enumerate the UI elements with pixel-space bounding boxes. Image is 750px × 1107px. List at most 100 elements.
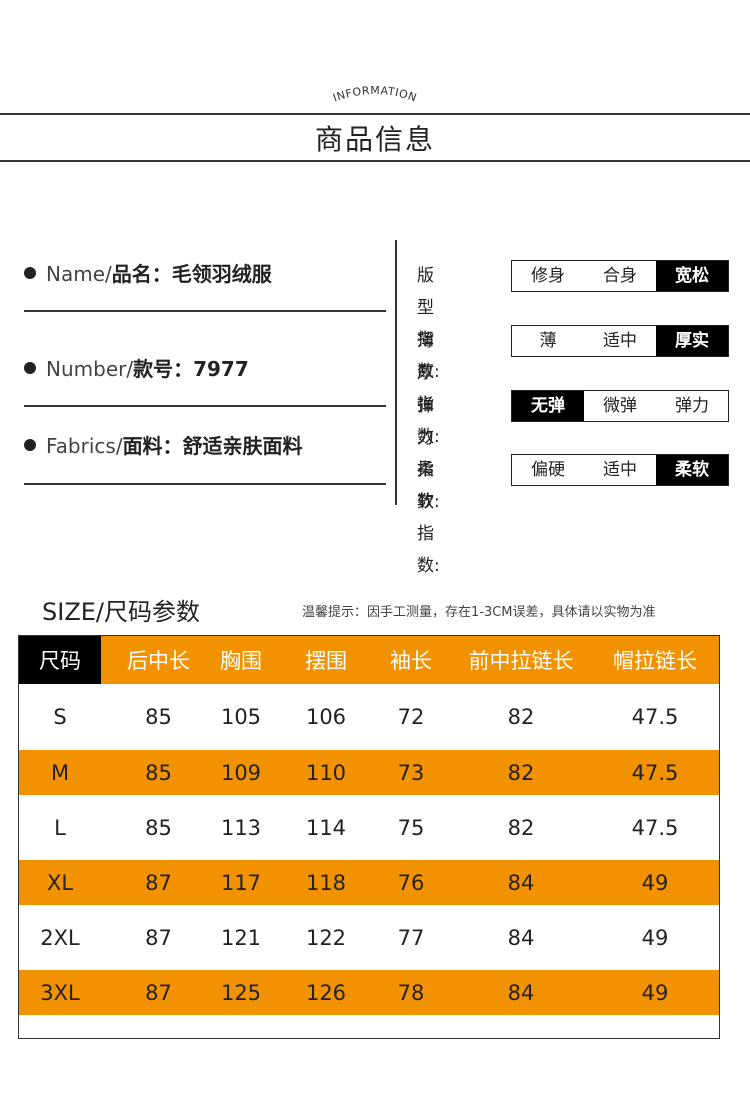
info-number-value: 7977 bbox=[193, 357, 249, 381]
info-name-label: 品名： bbox=[111, 262, 172, 286]
measurement-cell: 87 bbox=[145, 980, 172, 1005]
header-cell-size: 尺码 bbox=[19, 636, 101, 684]
measurement-cell: 106 bbox=[305, 705, 347, 729]
measurement-cell: 109 bbox=[220, 760, 262, 785]
size-label-cell: XL bbox=[46, 870, 74, 895]
index-option: 柔软 bbox=[656, 455, 728, 485]
info-fabrics-value: 舒适亲肤面料 bbox=[182, 434, 303, 458]
index-label: 柔软指数: bbox=[417, 460, 440, 576]
measurement-cell: 85 bbox=[145, 760, 172, 785]
table-row: 3XL 87 125 126 78 84 49 bbox=[19, 970, 719, 1015]
measurement-cell: 84 bbox=[507, 870, 535, 895]
measurement-cell: 49 bbox=[641, 870, 669, 895]
index-scale: 修身 合身 宽松 bbox=[511, 260, 729, 292]
measurement-cell: 82 bbox=[507, 760, 535, 785]
index-scale: 薄 适中 厚实 bbox=[511, 325, 729, 357]
index-label: 薄厚指数: bbox=[417, 331, 440, 447]
svg-text:INFORMATION: INFORMATION bbox=[331, 84, 419, 105]
index-option: 无弹 bbox=[512, 391, 584, 421]
index-scale: 偏硬 适中 柔软 bbox=[511, 454, 729, 486]
measurement-cell: 126 bbox=[305, 980, 347, 1005]
measurement-cell: 125 bbox=[220, 980, 262, 1005]
table-row: L 85 113 114 75 82 47.5 bbox=[19, 795, 719, 860]
size-label-cell: 3XL bbox=[40, 980, 80, 1005]
info-name-value: 毛领羽绒服 bbox=[171, 262, 272, 286]
header-cell-hem: 摆围 bbox=[305, 649, 347, 673]
info-number-row: Number/款号：7977 bbox=[24, 353, 386, 382]
size-label-cell: L bbox=[54, 815, 66, 840]
index-option: 微弹 bbox=[603, 396, 637, 416]
header-cell-sleeve: 袖长 bbox=[390, 649, 432, 673]
index-label: 弹力指数: bbox=[417, 396, 440, 512]
index-option: 修身 bbox=[531, 266, 565, 286]
size-table-header: 尺码 后中长 胸围 摆围 袖长 前中拉链长 帽拉链长 bbox=[19, 636, 719, 684]
index-option: 适中 bbox=[603, 331, 637, 351]
index-option: 薄 bbox=[539, 331, 557, 351]
header-cell-back-length: 后中长 bbox=[127, 649, 190, 673]
measurement-cell: 49 bbox=[641, 925, 669, 950]
info-fabrics-row: Fabrics/面料：舒适亲肤面料 bbox=[24, 430, 386, 459]
size-table: 尺码 后中长 胸围 摆围 袖长 前中拉链长 帽拉链长 S 85 105 106 72 82… bbox=[18, 635, 720, 1039]
page-title: 商品信息 bbox=[314, 123, 435, 156]
info-fabrics-label: 面料： bbox=[122, 434, 183, 458]
measurement-cell: 75 bbox=[397, 815, 425, 840]
bullet-icon bbox=[24, 267, 36, 279]
info-name-en: Name/ bbox=[46, 262, 112, 286]
measurement-cell: 114 bbox=[305, 815, 347, 840]
table-row: S 85 105 106 72 82 47.5 bbox=[19, 684, 719, 750]
index-label: 版型指数: bbox=[417, 266, 440, 382]
info-number-en: Number/ bbox=[46, 357, 134, 381]
measurement-cell: 73 bbox=[397, 760, 425, 785]
measurement-cell: 72 bbox=[397, 705, 425, 729]
measurement-cell: 47.5 bbox=[631, 760, 679, 785]
measurement-cell: 84 bbox=[507, 980, 535, 1005]
measurement-cell: 117 bbox=[220, 870, 262, 895]
size-label-cell: 2XL bbox=[40, 925, 80, 950]
info-divider bbox=[24, 483, 386, 485]
header-cell-hood-zipper: 帽拉链长 bbox=[613, 649, 697, 673]
measurement-cell: 82 bbox=[507, 705, 535, 729]
info-name-row: Name/品名：毛领羽绒服 bbox=[24, 258, 386, 287]
measurement-cell: 122 bbox=[305, 925, 347, 950]
measurement-cell: 47.5 bbox=[631, 815, 679, 840]
index-option: 偏硬 bbox=[531, 460, 565, 480]
measurement-cell: 47.5 bbox=[631, 705, 679, 729]
measurement-cell: 113 bbox=[220, 815, 262, 840]
measurement-cell: 105 bbox=[220, 705, 262, 729]
size-label-cell: S bbox=[53, 705, 67, 729]
measurement-cell: 110 bbox=[305, 760, 347, 785]
bullet-icon bbox=[24, 362, 36, 374]
header-top-rule bbox=[0, 113, 750, 115]
measurement-cell: 85 bbox=[145, 705, 172, 729]
measurement-cell: 84 bbox=[507, 925, 535, 950]
measurement-cell: 77 bbox=[397, 925, 425, 950]
measurement-cell: 82 bbox=[507, 815, 535, 840]
size-label-cell: M bbox=[50, 760, 70, 785]
table-row: M 85 109 110 73 82 47.5 bbox=[19, 750, 719, 795]
index-option: 厚实 bbox=[656, 326, 728, 356]
header-bottom-rule bbox=[0, 160, 750, 162]
table-row: 2XL 87 121 122 77 84 49 bbox=[19, 905, 719, 970]
measurement-cell: 78 bbox=[397, 980, 425, 1005]
info-number-label: 款号： bbox=[133, 357, 194, 381]
index-scale: 无弹 微弹 弹力 bbox=[511, 390, 729, 422]
info-fabrics-en: Fabrics/ bbox=[46, 434, 123, 458]
header-cell-front-zipper: 前中拉链长 bbox=[468, 649, 574, 673]
table-row: XL 87 117 118 76 84 49 bbox=[19, 860, 719, 905]
measurement-cell: 85 bbox=[145, 815, 172, 840]
measurement-cell: 118 bbox=[305, 870, 347, 895]
header-cell-chest: 胸围 bbox=[220, 649, 262, 673]
measurement-cell: 49 bbox=[641, 980, 669, 1005]
section-divider bbox=[395, 240, 397, 505]
index-option: 合身 bbox=[603, 266, 637, 286]
size-note: 温馨提示：因手工测量，存在1-3CM误差，具体请以实物为准 bbox=[302, 605, 656, 620]
bullet-icon bbox=[24, 439, 36, 451]
measurement-cell: 121 bbox=[220, 925, 262, 950]
information-arc-label: INFORMATION bbox=[331, 84, 419, 105]
measurement-cell: 76 bbox=[397, 870, 425, 895]
index-option: 适中 bbox=[603, 460, 637, 480]
size-section-title: SIZE/尺码参数 bbox=[42, 598, 201, 626]
measurement-cell: 87 bbox=[145, 925, 172, 950]
index-option: 宽松 bbox=[656, 261, 728, 291]
index-option: 弹力 bbox=[675, 396, 709, 416]
